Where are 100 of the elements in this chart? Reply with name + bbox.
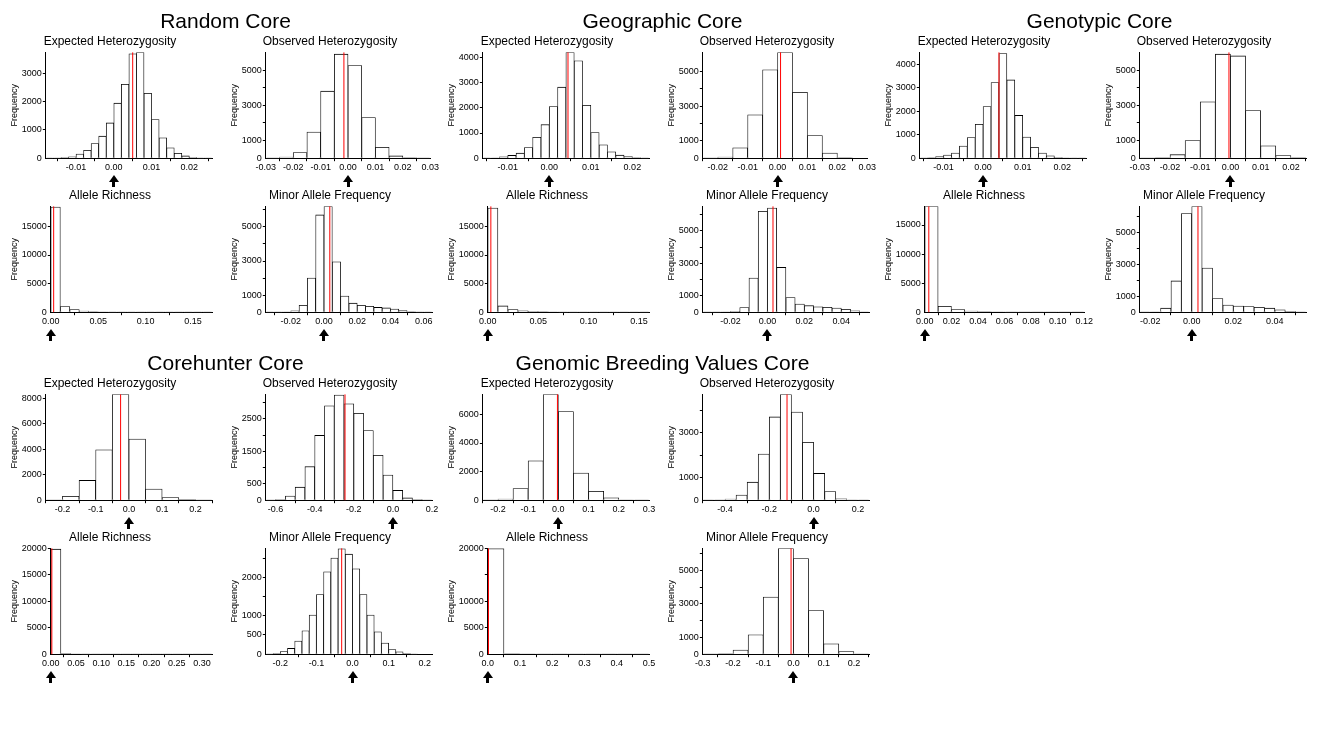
x-tick-label: 0.12 [1075, 316, 1094, 327]
chart-title: Minor Allele Frequency [705, 529, 829, 544]
y-axis-title: Frequency [228, 237, 239, 281]
x-tick-label: 0.01 [366, 162, 385, 173]
x-tick-label: 0.04 [832, 316, 851, 327]
x-tick-label: 0.1 [817, 658, 830, 669]
y-tick-label: 1000 [241, 610, 262, 621]
y-tick-label: 0 [915, 306, 921, 317]
y-axis-title: Frequency [882, 237, 893, 281]
y-tick-label: 500 [246, 629, 262, 640]
y-axis-title: Frequency [665, 83, 676, 127]
chart-title: Expected Heterozygosity [917, 33, 1051, 48]
x-tick-label: 0.4 [610, 658, 624, 669]
x-tick-label: -0.3 [695, 658, 711, 669]
y-tick-label: 6000 [458, 408, 479, 419]
y-tick-label: 0 [36, 152, 42, 163]
x-tick-label: 0.06 [414, 316, 433, 327]
y-tick-label: 0 [693, 648, 699, 659]
y-axis-title: Frequency [8, 83, 19, 127]
y-tick-label: 0 [256, 494, 262, 505]
x-tick-label: -0.2 [490, 504, 506, 515]
chart-title: Allele Richness [942, 187, 1026, 202]
y-tick-label: 10000 [458, 249, 484, 260]
x-tick-label: -0.1 [308, 658, 325, 669]
y-tick-label: 0 [256, 306, 262, 317]
x-tick-label: 0.01 [798, 162, 817, 173]
x-tick-label: 0.20 [142, 658, 161, 669]
x-tick-label: 0.08 [1022, 316, 1040, 327]
y-tick-label: 2000 [241, 571, 262, 582]
chart-subtitle: Genotypic Core [1025, 8, 1174, 34]
y-axis-title: Frequency [665, 425, 676, 469]
x-tick-label: 0.05 [89, 316, 107, 327]
y-axis-title: Frequency [445, 83, 456, 127]
y-axis-title: Frequency [1102, 237, 1113, 281]
x-tick-label: 0.00 [42, 316, 60, 327]
x-tick-label: 0.02 [1282, 162, 1300, 173]
y-tick-label: 1000 [241, 135, 262, 146]
x-tick-label: 0.05 [67, 658, 85, 669]
y-tick-label: 1000 [21, 124, 42, 135]
y-tick-label: 5000 [678, 225, 699, 236]
x-tick-label: 0.02 [1224, 316, 1243, 327]
x-tick-label: -0.1 [520, 504, 536, 515]
x-tick-label: 0.1 [382, 658, 395, 669]
x-tick-label: 0.00 [916, 316, 934, 327]
x-tick-label: 0.01 [1013, 162, 1032, 173]
y-axis-title: Frequency [445, 579, 456, 623]
y-tick-label: 5000 [241, 64, 262, 75]
y-tick-label: 1000 [678, 290, 699, 301]
x-tick-label: 0.0 [552, 504, 565, 515]
x-tick-label: -0.01 [737, 162, 758, 173]
y-tick-label: 15000 [458, 220, 484, 231]
x-tick-label: 0.02 [623, 162, 642, 173]
x-tick-label: 0.10 [1048, 316, 1067, 327]
x-tick-label: 0.10 [92, 658, 110, 669]
y-axis-title: Frequency [665, 579, 676, 623]
x-tick-label: 0.03 [858, 162, 877, 173]
y-tick-label: 20000 [458, 542, 484, 553]
x-tick-label: 0.10 [136, 316, 155, 327]
chart-subtitle: Corehunter Core [146, 350, 305, 376]
x-tick-label: -0.02 [280, 316, 302, 327]
y-tick-label: 1500 [241, 445, 262, 456]
y-tick-label: 3000 [678, 598, 699, 609]
chart-title: Minor Allele Frequency [268, 529, 392, 544]
y-axis-title: Frequency [8, 425, 19, 469]
x-tick-label: -0.03 [255, 162, 277, 173]
x-tick-label: 0.0 [386, 504, 400, 515]
y-tick-label: 0 [693, 306, 699, 317]
x-tick-label: 0.02 [795, 316, 814, 327]
x-tick-label: 0.30 [193, 658, 211, 669]
x-tick-label: 0.03 [421, 162, 440, 173]
y-tick-label: 1000 [458, 127, 479, 138]
chart-title: Observed Heterozygosity [699, 33, 835, 48]
x-tick-label: -0.1 [87, 504, 104, 515]
chart-subtitle: Random Core [159, 8, 292, 34]
x-tick-label: -0.2 [54, 504, 71, 515]
y-tick-label: 0 [910, 152, 916, 163]
x-tick-label: -0.4 [717, 504, 733, 515]
chart-title: Expected Heterozygosity [480, 33, 614, 48]
y-tick-label: 3000 [678, 257, 699, 268]
x-tick-label: -0.2 [761, 504, 778, 515]
y-axis-title: Frequency [228, 579, 239, 623]
x-tick-label: 0.15 [184, 316, 202, 327]
x-tick-label: 0.01 [582, 162, 600, 173]
x-tick-label: -0.01 [1189, 162, 1211, 173]
x-tick-label: -0.02 [707, 162, 729, 173]
x-tick-label: 0.05 [529, 316, 547, 327]
y-tick-label: 1000 [1115, 290, 1136, 301]
x-tick-label: 0.25 [167, 658, 186, 669]
x-tick-label: 0.00 [768, 162, 787, 173]
chart-title: Observed Heterozygosity [262, 375, 398, 390]
y-tick-label: 20000 [21, 542, 47, 553]
y-tick-label: 1000 [678, 135, 699, 146]
x-tick-label: 0.00 [540, 162, 559, 173]
y-axis-title: Frequency [228, 425, 239, 469]
x-tick-label: -0.4 [306, 504, 323, 515]
x-tick-label: -0.01 [933, 162, 954, 173]
y-tick-label: 4000 [21, 443, 42, 454]
chart-title: Observed Heterozygosity [1136, 33, 1272, 48]
y-tick-label: 1000 [678, 631, 699, 642]
chart-title: Observed Heterozygosity [262, 33, 398, 48]
